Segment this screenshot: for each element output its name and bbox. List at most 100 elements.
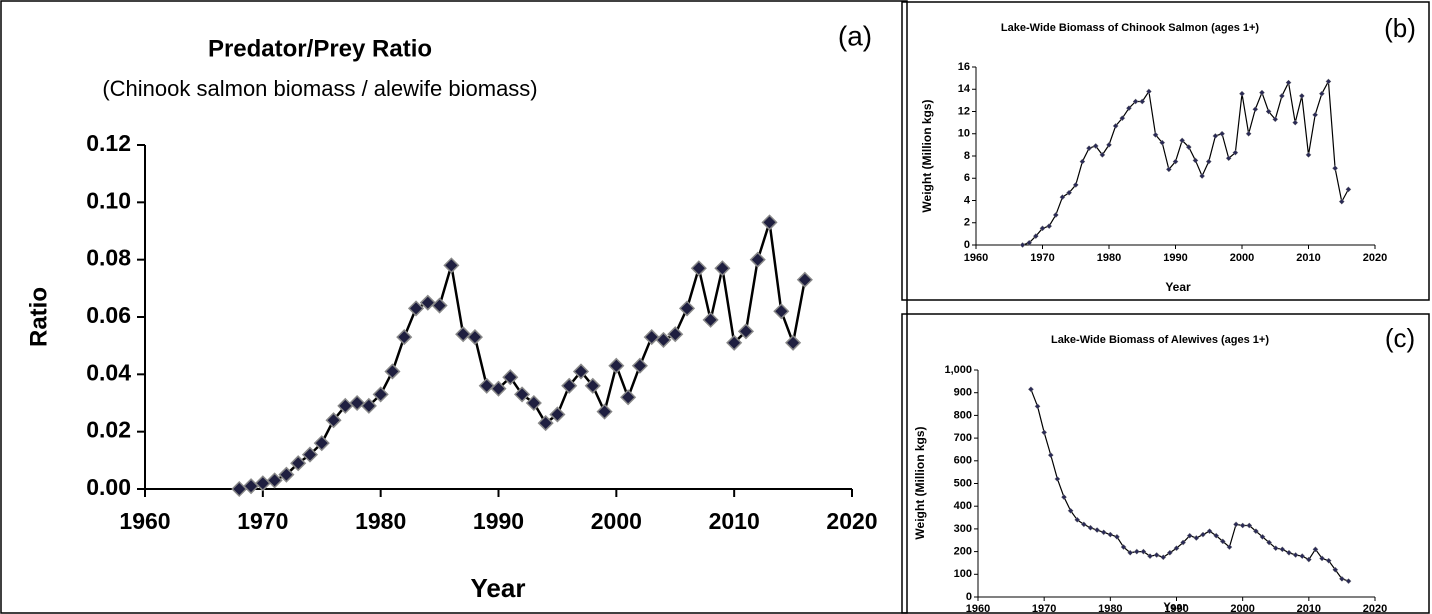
panel-frame xyxy=(0,0,908,614)
data-point xyxy=(490,380,507,397)
data-point xyxy=(1258,89,1265,96)
data-point xyxy=(1279,546,1286,553)
data-point xyxy=(313,435,330,452)
data-point xyxy=(1186,532,1193,539)
data-point xyxy=(749,251,766,268)
data-point xyxy=(1032,233,1039,240)
y-tick-label: 200 xyxy=(954,546,972,558)
y-tick-label: 0.04 xyxy=(86,359,131,385)
data-point xyxy=(1185,144,1192,151)
data-point xyxy=(278,466,295,483)
data-point xyxy=(514,386,531,403)
x-tick-label: 1980 xyxy=(355,508,406,534)
x-tick-label: 2020 xyxy=(1363,603,1387,614)
data-point xyxy=(325,412,342,429)
data-point xyxy=(1332,165,1339,172)
data-point xyxy=(702,311,719,328)
data-point xyxy=(242,478,260,495)
data-point xyxy=(1192,157,1199,164)
y-tick-label: 0 xyxy=(964,239,970,251)
data-point xyxy=(1153,552,1160,558)
data-point xyxy=(690,260,707,277)
data-point xyxy=(1159,139,1166,146)
data-point xyxy=(1026,239,1033,246)
data-point xyxy=(1119,115,1126,122)
data-point xyxy=(1272,116,1279,123)
x-tick-label: 2020 xyxy=(826,508,877,534)
data-point xyxy=(1232,149,1239,156)
y-tick-label: 16 xyxy=(958,61,970,73)
x-tick-label: 1990 xyxy=(1163,252,1187,264)
data-point xyxy=(1100,529,1107,536)
data-point xyxy=(1180,539,1187,546)
data-point xyxy=(1152,131,1159,138)
data-point xyxy=(1166,549,1173,556)
data-point xyxy=(1132,98,1139,105)
data-point xyxy=(1125,105,1132,112)
data-point xyxy=(1019,242,1026,248)
data-point xyxy=(1205,158,1212,165)
x-tick-label: 2010 xyxy=(1297,603,1321,614)
x-tick-label: 2000 xyxy=(1230,252,1254,264)
data-point xyxy=(1259,533,1266,540)
y-tick-label: 100 xyxy=(954,568,972,580)
data-point xyxy=(1332,566,1339,573)
data-point xyxy=(1305,556,1312,563)
data-point xyxy=(1113,533,1120,540)
x-tick-label: 2010 xyxy=(709,508,760,534)
data-point xyxy=(1312,111,1319,118)
data-point xyxy=(1041,429,1048,436)
panel-frame xyxy=(901,313,1430,614)
y-tick-label: 6 xyxy=(964,172,970,184)
data-point xyxy=(1054,476,1061,482)
data-point xyxy=(1052,212,1059,218)
data-point xyxy=(537,415,554,432)
data-point xyxy=(1080,521,1087,528)
x-tick-label: 1990 xyxy=(473,508,524,534)
y-axis-label: Ratio xyxy=(25,287,52,347)
series-line xyxy=(1022,80,1349,246)
data-point xyxy=(301,446,319,463)
chart-title: Predator/Prey Ratio xyxy=(208,35,432,62)
data-point xyxy=(1047,452,1054,459)
x-tick-label: 1980 xyxy=(1098,603,1122,614)
data-point xyxy=(1338,575,1345,582)
x-axis-label: Year xyxy=(471,573,526,603)
data-point xyxy=(1325,557,1332,564)
data-point xyxy=(349,394,366,412)
data-point xyxy=(1219,538,1226,545)
data-point xyxy=(1072,181,1079,188)
data-point xyxy=(478,377,495,394)
y-tick-label: 0.10 xyxy=(86,187,131,213)
series-line xyxy=(1030,389,1349,582)
data-point xyxy=(455,326,472,343)
data-point xyxy=(1165,166,1172,173)
data-point xyxy=(1179,137,1186,144)
data-point xyxy=(1245,130,1252,137)
data-point xyxy=(1106,141,1112,148)
panel-label: (c) xyxy=(1385,323,1415,353)
data-point xyxy=(1239,90,1245,97)
y-tick-label: 2 xyxy=(964,217,970,229)
x-axis-label: Year xyxy=(1163,601,1187,613)
data-point xyxy=(431,297,448,314)
x-tick-label: 2000 xyxy=(1230,603,1254,614)
data-point xyxy=(443,257,460,274)
y-axis-label: Weight (Million kgs) xyxy=(913,426,927,539)
data-point xyxy=(396,329,413,346)
y-tick-label: 300 xyxy=(954,523,972,535)
data-point xyxy=(1319,555,1326,562)
data-point xyxy=(231,480,248,498)
data-point xyxy=(1061,494,1067,501)
y-tick-label: 10 xyxy=(958,128,970,140)
data-point xyxy=(1286,549,1292,556)
y-tick-label: 0.12 xyxy=(86,130,131,156)
chart-title: Lake-Wide Biomass of Chinook Salmon (age… xyxy=(1001,22,1259,34)
data-point xyxy=(620,389,637,406)
data-point xyxy=(572,363,590,380)
data-point xyxy=(1239,522,1246,529)
y-tick-label: 1,000 xyxy=(944,364,972,376)
x-tick-label: 2020 xyxy=(1363,252,1387,264)
x-axis-label: Year xyxy=(1165,280,1191,294)
y-tick-label: 0.06 xyxy=(86,302,131,328)
